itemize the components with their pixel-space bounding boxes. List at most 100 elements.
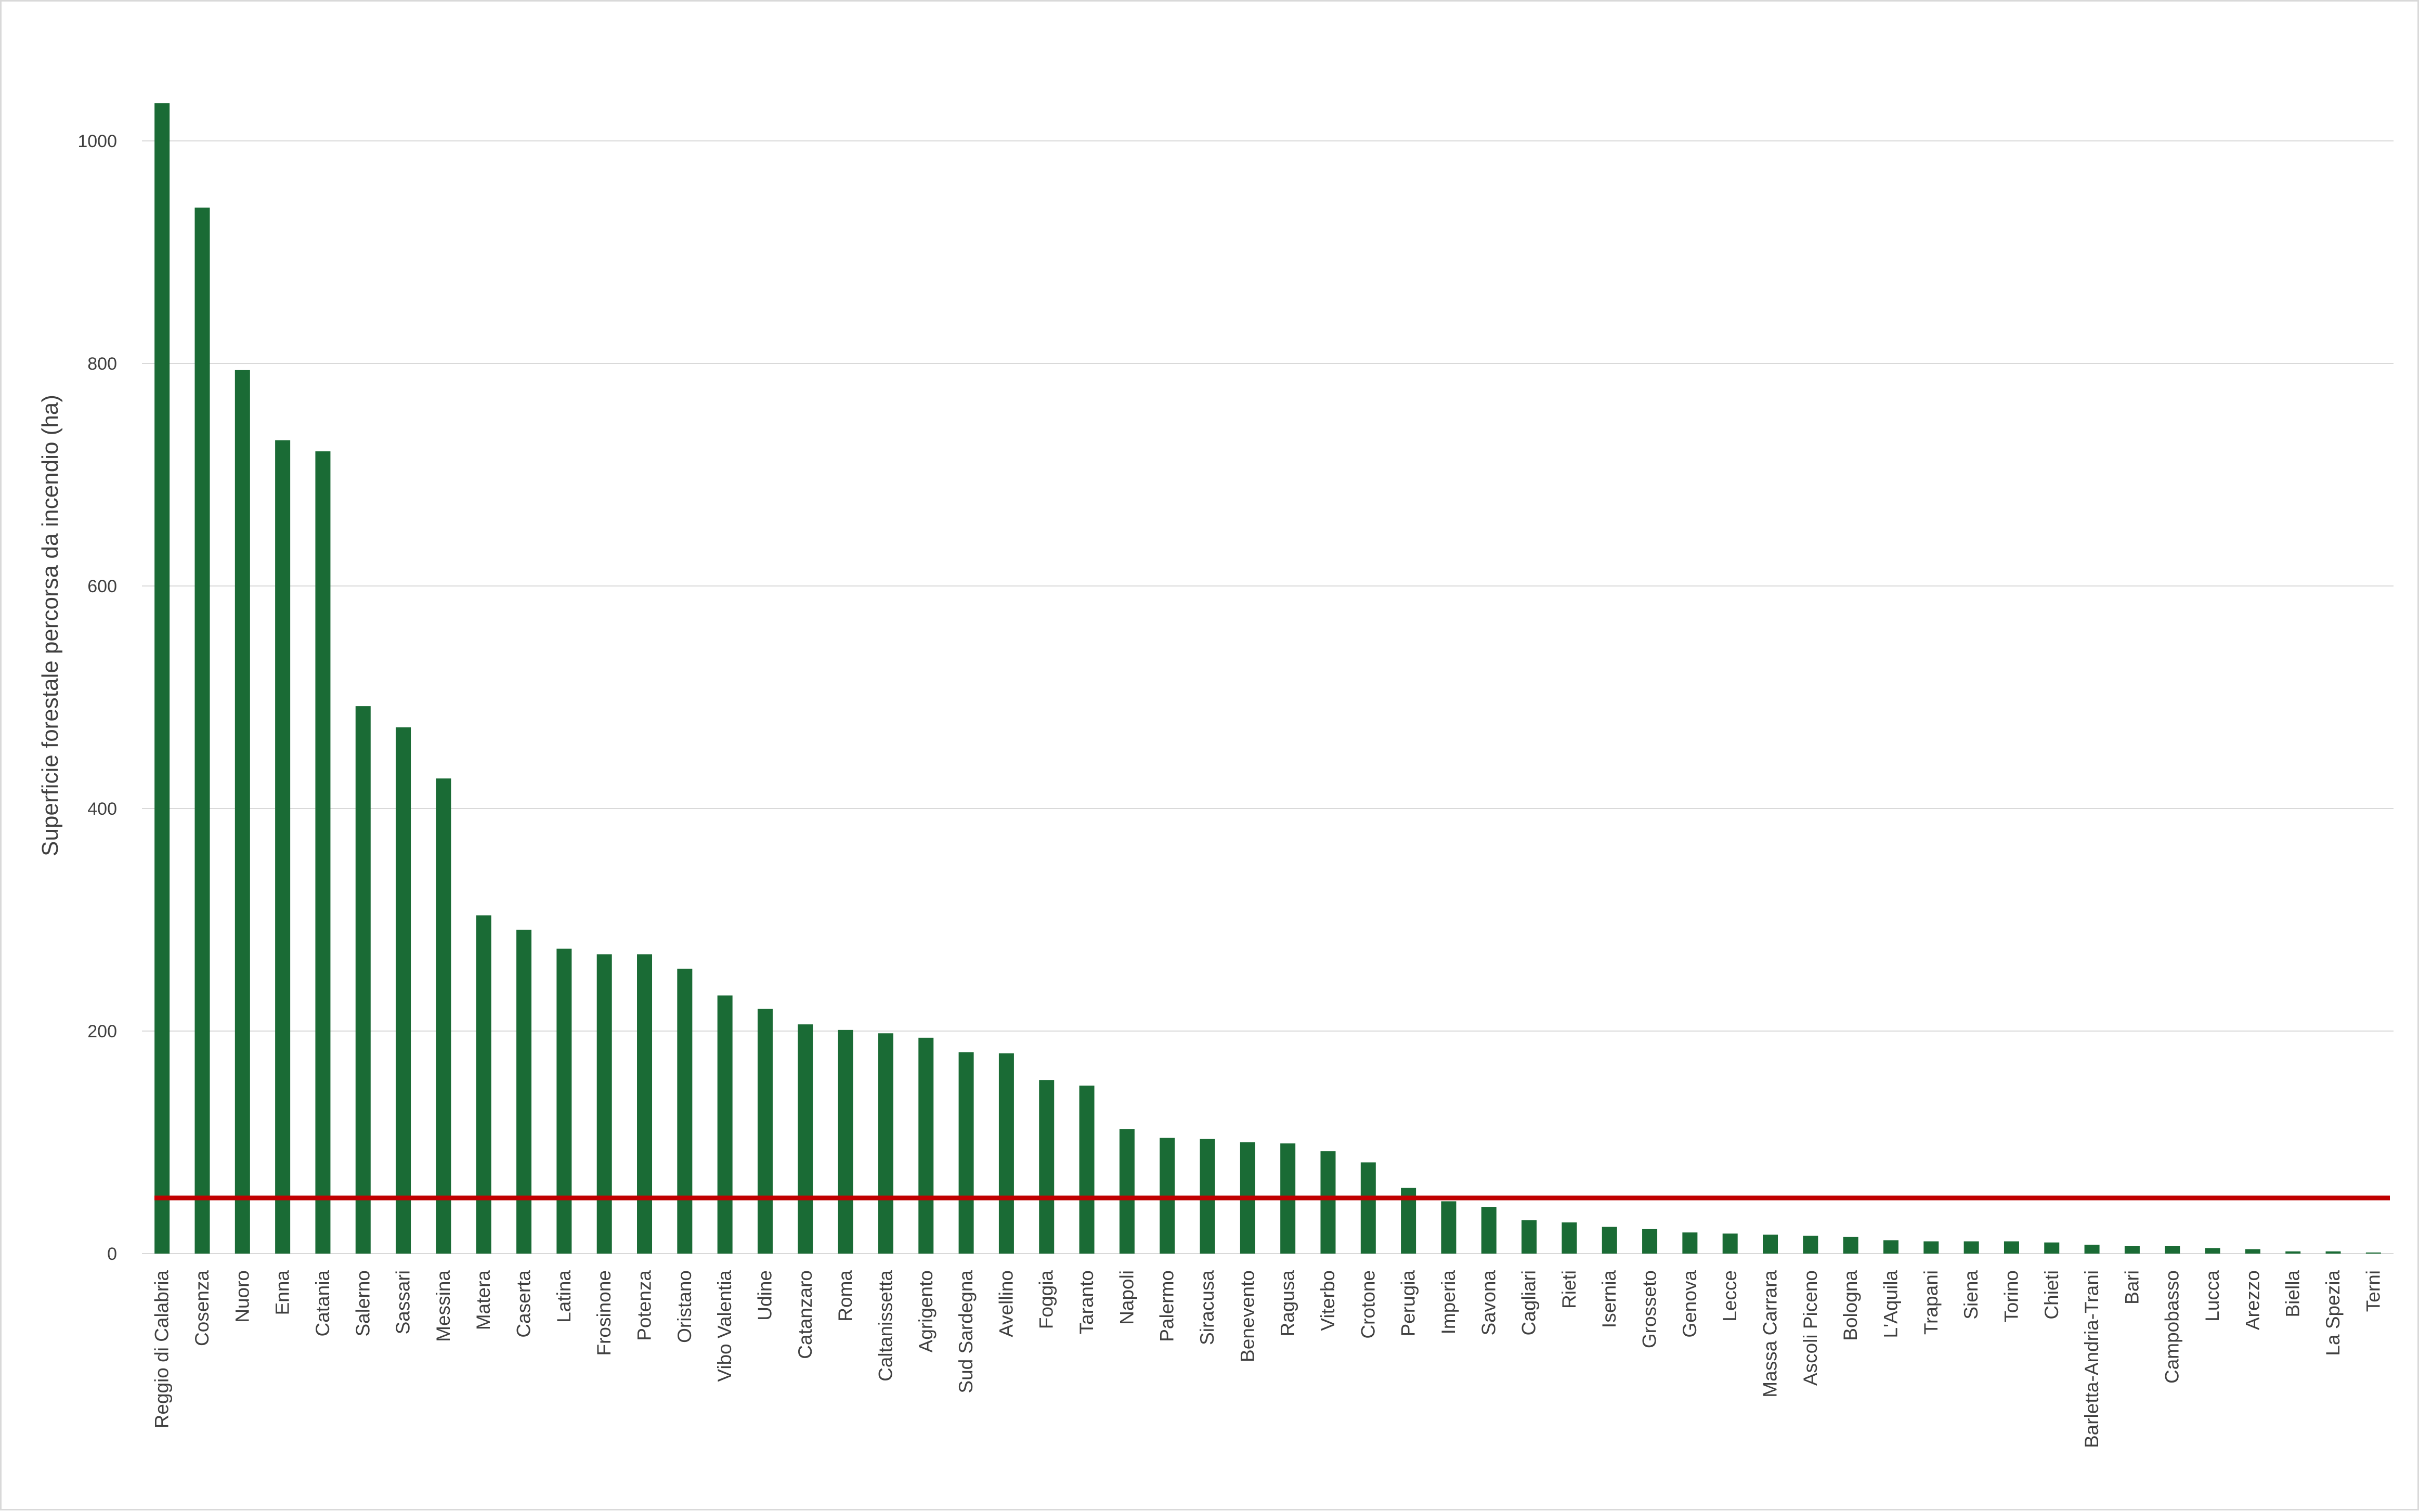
x-tick-label: Agrigento [915, 1270, 937, 1352]
bar [798, 1024, 813, 1254]
y-tick-label: 600 [87, 577, 117, 596]
y-axis-title: Superficie forestale percorsa da incendi… [37, 395, 63, 856]
x-tick-label: Taranto [1076, 1270, 1097, 1334]
x-tick-label: Caserta [513, 1270, 535, 1338]
bar [1562, 1222, 1577, 1254]
x-tick-label: Crotone [1357, 1270, 1378, 1339]
x-tick-label: Trapani [1920, 1270, 1942, 1335]
bar [1642, 1229, 1658, 1254]
x-tick-label: Avellino [995, 1270, 1017, 1337]
bar [1119, 1129, 1135, 1254]
bar [2365, 1252, 2381, 1254]
y-tick-label: 200 [87, 1022, 117, 1041]
x-tick-label: Cosenza [191, 1270, 213, 1346]
y-axis-ticks: 0 200 400 600 800 1000 [77, 132, 117, 1264]
x-tick-label: Udine [754, 1270, 775, 1321]
y-tick-label: 1000 [77, 132, 117, 151]
bar [556, 948, 572, 1254]
x-tick-label: Enna [272, 1270, 293, 1315]
x-tick-label: Ragusa [1277, 1270, 1298, 1337]
bar [1602, 1227, 1617, 1254]
bar [1039, 1080, 1055, 1254]
bar [2124, 1246, 2140, 1254]
bars [154, 103, 2381, 1254]
x-tick-label: Potenza [634, 1270, 655, 1341]
bar [1803, 1235, 1818, 1254]
bar [2325, 1251, 2341, 1254]
x-tick-label: Vibo Valentia [714, 1270, 735, 1382]
bar [2205, 1248, 2220, 1254]
x-tick-label: Ascoli Piceno [1800, 1270, 1821, 1386]
bar [516, 930, 532, 1254]
bar [194, 207, 210, 1254]
x-tick-label: Terni [2362, 1270, 2384, 1312]
bar [1722, 1233, 1738, 1254]
bar [315, 451, 331, 1254]
x-tick-label: Genova [1679, 1270, 1700, 1338]
x-tick-label: Campobasso [2162, 1270, 2183, 1384]
x-tick-label: Imperia [1438, 1270, 1459, 1335]
bar [918, 1037, 934, 1254]
x-tick-label: Rieti [1558, 1270, 1580, 1309]
bar [596, 954, 612, 1254]
x-tick-label: Grosseto [1639, 1270, 1660, 1348]
bar [1079, 1085, 1095, 1254]
bar [476, 915, 491, 1254]
x-tick-label: Catania [312, 1270, 333, 1337]
x-tick-label: Bologna [1840, 1270, 1861, 1341]
x-tick-label: L'Aquila [1880, 1270, 1901, 1338]
x-axis-labels: Reggio di Calabria Cosenza Nuoro Enna Catani… [151, 1270, 2384, 1448]
bar [1521, 1220, 1537, 1254]
x-tick-label: Viterbo [1317, 1270, 1338, 1331]
x-tick-label: Perugia [1398, 1270, 1419, 1337]
x-tick-label: Siena [1960, 1270, 1982, 1320]
y-tick-label: 0 [107, 1244, 117, 1264]
y-tick-label: 400 [87, 799, 117, 819]
bar [1963, 1241, 1979, 1254]
bar [275, 440, 291, 1254]
bar [878, 1033, 893, 1254]
x-tick-label: Messina [433, 1270, 454, 1342]
bar [235, 370, 250, 1254]
x-tick-label: Napoli [1116, 1270, 1137, 1325]
bar [677, 969, 693, 1254]
bar [2285, 1251, 2301, 1254]
bar [2245, 1249, 2260, 1254]
x-tick-label: Nuoro [231, 1270, 253, 1323]
bar [2044, 1242, 2060, 1254]
bar [436, 778, 451, 1254]
x-tick-label: Torino [2000, 1270, 2022, 1323]
bar [2084, 1244, 2100, 1254]
bar [1883, 1240, 1898, 1254]
x-tick-label: Massa Carrara [1760, 1270, 1781, 1398]
bar [1682, 1232, 1698, 1254]
x-tick-label: Siracusa [1197, 1270, 1218, 1345]
x-tick-label: Sassari [393, 1270, 414, 1334]
bar [757, 1009, 773, 1254]
x-tick-label: Lecce [1719, 1270, 1740, 1322]
x-tick-label: Roma [835, 1270, 856, 1322]
x-tick-label: Catanzaro [795, 1270, 816, 1359]
x-tick-label: Sud Sardegna [955, 1270, 977, 1393]
bar [2004, 1241, 2019, 1254]
bar [1843, 1236, 1858, 1254]
x-tick-label: Lucca [2202, 1270, 2223, 1322]
x-tick-label: La Spezia [2322, 1270, 2344, 1356]
bar [1763, 1234, 1778, 1254]
x-tick-label: Salerno [352, 1270, 373, 1337]
bar [1320, 1151, 1336, 1254]
bar [1441, 1201, 1456, 1254]
x-tick-label: Cagliari [1518, 1270, 1540, 1335]
bar [2165, 1246, 2180, 1254]
x-tick-label: Frosinone [593, 1270, 615, 1356]
bar [154, 103, 170, 1254]
x-tick-label: Caltanissetta [875, 1270, 896, 1381]
x-tick-label: Barletta-Andria-Trani [2081, 1270, 2102, 1448]
bar [1360, 1162, 1376, 1254]
bar [717, 995, 733, 1254]
x-tick-label: Matera [473, 1270, 494, 1331]
bar [998, 1053, 1014, 1254]
x-tick-label: Isernia [1598, 1270, 1620, 1328]
